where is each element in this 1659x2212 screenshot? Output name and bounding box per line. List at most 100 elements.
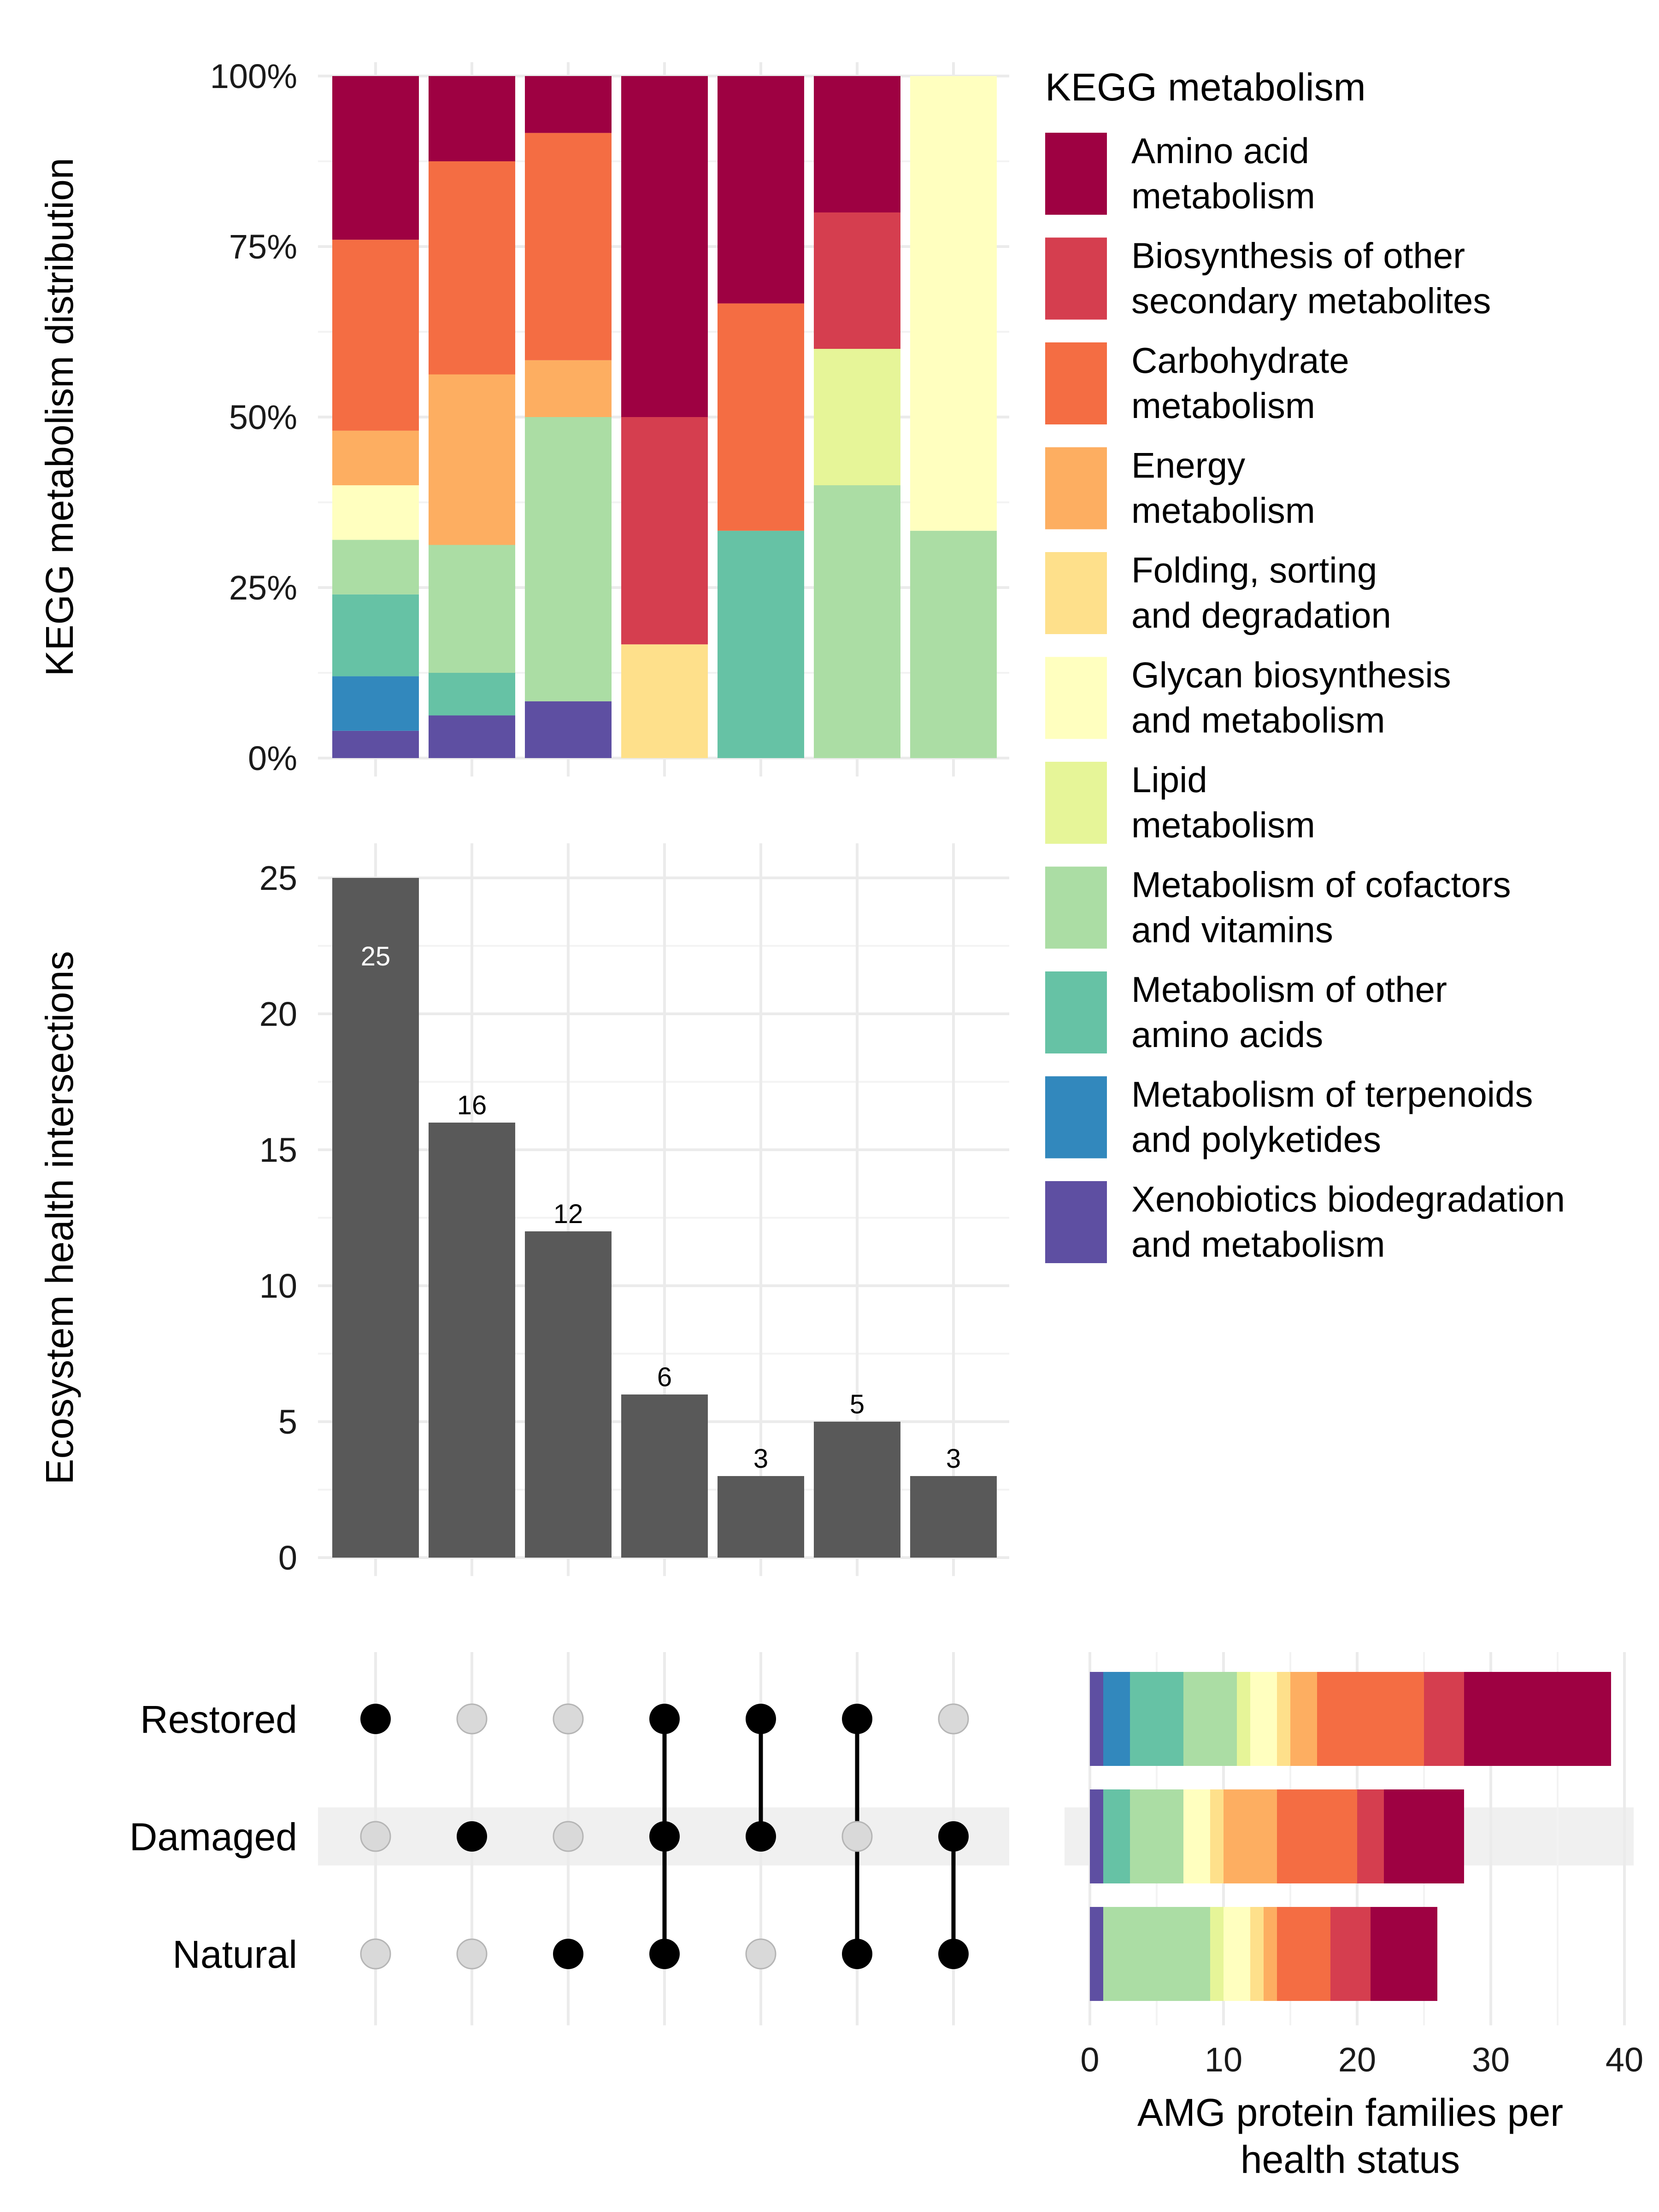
mid-y-tick-label: 25 — [259, 859, 297, 897]
matrix-dot-active — [938, 1939, 969, 1969]
top-y-tick-label: 0% — [248, 739, 297, 777]
set-size-segment — [1183, 1789, 1210, 1883]
top-stack-segment — [718, 530, 804, 758]
matrix-dot-inactive — [745, 1938, 777, 1970]
top-stack-segment — [525, 417, 612, 701]
top-stack-segment — [525, 133, 612, 360]
intersection-size-panel: 0 5 10 15 20 25 25 16 12 6 3 5 3 Ecosystem health int… — [38, 843, 1009, 1577]
top-stack-segment — [332, 540, 419, 594]
legend-entry-label: amino acids — [1131, 1014, 1323, 1055]
set-size-segment — [1384, 1789, 1464, 1883]
matrix-dot-active — [842, 1704, 872, 1734]
top-stack-segment — [332, 430, 419, 485]
legend-entry-label: metabolism — [1131, 805, 1315, 845]
top-stack-segment — [718, 76, 804, 304]
legend-entry-label: and metabolism — [1131, 700, 1385, 741]
top-stack-segment — [621, 76, 708, 417]
set-size-segment — [1237, 1672, 1250, 1766]
set-size-segment — [1250, 1907, 1264, 2001]
top-stack-segment — [910, 530, 997, 758]
top-stack-segment — [525, 701, 612, 758]
legend-entry-label: Glycan biosynthesis — [1131, 655, 1451, 695]
top-stack-segment — [332, 76, 419, 240]
legend-entry-label: metabolism — [1131, 176, 1315, 216]
legend-entry-label: Folding, sorting — [1131, 550, 1377, 590]
legend-entry-label: Metabolism of other — [1131, 969, 1447, 1010]
matrix-dot-active — [649, 1704, 680, 1734]
legend-title: KEGG metabolism — [1045, 65, 1366, 109]
legend-entry-label: Carbohydrate — [1131, 340, 1349, 381]
set-label: Damaged — [129, 1815, 297, 1859]
top-y-tick-label: 25% — [229, 569, 297, 607]
intersection-count-label: 5 — [850, 1389, 865, 1419]
legend-entry-label: metabolism — [1131, 385, 1315, 426]
top-stack-segment — [814, 76, 900, 212]
top-stack-segment — [332, 594, 419, 677]
top-y-tick-label: 50% — [229, 398, 297, 436]
matrix-dot-active — [842, 1939, 872, 1969]
top-y-axis-title: KEGG metabolism distribution — [38, 158, 81, 676]
mid-y-tick-label: 10 — [259, 1267, 297, 1305]
legend-entry-label: and vitamins — [1131, 910, 1333, 950]
hbar-x-tick-label: 30 — [1472, 2041, 1510, 2079]
matrix-dot-inactive — [456, 1938, 488, 1970]
legend-key-swatch — [1045, 657, 1107, 739]
legend-key-swatch — [1045, 447, 1107, 529]
set-size-segment — [1103, 1907, 1210, 2001]
mid-y-tick-label: 5 — [278, 1403, 297, 1441]
set-size-segment — [1277, 1789, 1357, 1883]
top-stack-segment — [910, 76, 997, 531]
legend-entry-label: Xenobiotics biodegradation — [1131, 1179, 1565, 1219]
set-size-segment — [1277, 1907, 1330, 2001]
legend-entry-label: Metabolism of terpenoids — [1131, 1074, 1533, 1115]
matrix-dot-inactive — [553, 1703, 584, 1735]
top-stack-segment — [429, 76, 515, 161]
legend-entry-label: and metabolism — [1131, 1224, 1385, 1265]
intersection-count-label: 25 — [361, 941, 391, 971]
intersection-bar — [910, 1476, 997, 1558]
hbar-x-tick-label: 0 — [1080, 2041, 1099, 2079]
top-stack-segment — [718, 303, 804, 531]
legend-entry-label: Energy — [1131, 445, 1245, 486]
top-y-tick-label: 75% — [229, 228, 297, 266]
set-size-segment — [1357, 1789, 1384, 1883]
top-stack-segment — [332, 485, 419, 540]
top-stack-segment — [621, 417, 708, 645]
matrix-dot-active — [649, 1939, 680, 1969]
legend-entry-label: Biosynthesis of other — [1131, 235, 1465, 276]
matrix-dot-inactive — [360, 1938, 391, 1970]
set-size-panel: 0 10 20 30 40 AMG protein families perhealth … — [1065, 1652, 1643, 2181]
top-stack-segment — [429, 545, 515, 673]
set-size-segment — [1130, 1672, 1183, 1766]
legend-entry-label: Lipid — [1131, 759, 1207, 800]
set-size-segment — [1371, 1907, 1437, 2001]
top-stack-segment — [429, 673, 515, 716]
set-size-segment — [1130, 1789, 1183, 1883]
matrix-dot-inactive — [456, 1703, 488, 1735]
legend-entry-label: metabolism — [1131, 490, 1315, 531]
intersection-count-label: 12 — [553, 1199, 583, 1229]
set-size-segment — [1330, 1907, 1371, 2001]
kegg-distribution-panel: 0% 25% 50% 75% 100% KEGG metabolism distribut… — [38, 57, 1009, 777]
top-stack-segment — [814, 349, 900, 485]
set-size-segment — [1103, 1672, 1130, 1766]
top-stack-segment — [814, 485, 900, 758]
set-size-segment — [1277, 1672, 1290, 1766]
legend-key-swatch — [1045, 133, 1107, 215]
intersection-bar — [332, 878, 419, 1558]
hbar-x-axis-title-line2: health status — [1241, 2138, 1460, 2181]
hbar-x-axis-title-line1: AMG protein families per — [1137, 2091, 1563, 2134]
legend-key-swatch — [1045, 342, 1107, 424]
mid-y-tick-label: 0 — [278, 1539, 297, 1577]
set-size-segment — [1290, 1672, 1317, 1766]
legend-entry-label: and degradation — [1131, 595, 1391, 635]
intersection-bar — [718, 1476, 804, 1558]
top-y-tick-label: 100% — [210, 57, 297, 95]
intersection-count-label: 6 — [657, 1362, 672, 1392]
hbar-x-tick-label: 20 — [1338, 2041, 1376, 2079]
matrix-dot-active — [746, 1704, 776, 1734]
legend-entry-label: and polyketides — [1131, 1119, 1381, 1160]
set-size-segment — [1090, 1789, 1103, 1883]
matrix-dot-inactive — [553, 1821, 584, 1852]
set-size-segment — [1210, 1907, 1224, 2001]
